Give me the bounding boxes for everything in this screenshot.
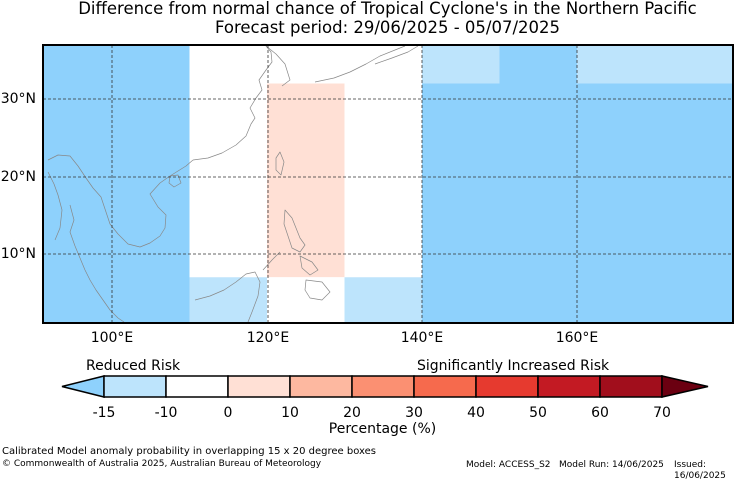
legend-tick-label: 70: [653, 405, 671, 421]
risk-cell-2: [267, 83, 345, 278]
legend-tick-label: 40: [467, 405, 485, 421]
coastlines: [47, 45, 419, 323]
footer-issued: Issued: 16/06/2025: [674, 460, 726, 481]
coastline-korea: [265, 45, 291, 87]
legend-swatch-5: [413, 375, 477, 398]
lat-label-20n: 20°N: [0, 169, 36, 185]
risk-cell-6: [422, 83, 732, 323]
legend-swatch-4: [351, 375, 415, 398]
legend-arrow-low: [61, 375, 105, 398]
risk-cell-8: [499, 45, 577, 84]
coastline-borneo: [194, 271, 261, 323]
coastline-visayas: [299, 255, 319, 276]
coastline-palawan: [262, 251, 281, 271]
risk-cell-7: [422, 45, 500, 84]
coastline-taiwan: [275, 151, 285, 176]
lon-label-100e: 100°E: [90, 330, 134, 346]
legend-swatch-8: [599, 375, 663, 398]
map-frame: [42, 44, 734, 324]
coastline-sumatra: [117, 317, 125, 323]
legend-tick-label: 20: [343, 405, 361, 421]
footer-copyright: © Commonwealth of Australia 2025, Austra…: [2, 459, 322, 469]
legend-reduced-risk-label: Reduced Risk: [86, 358, 181, 374]
coastline-malay: [69, 204, 119, 319]
legend-swatch-2: [227, 375, 291, 398]
lon-label-160e: 160°E: [555, 330, 599, 346]
coastline-hainan: [168, 174, 182, 188]
legend-tick-label: -15: [92, 405, 116, 421]
graticule: [43, 45, 733, 323]
legend-swatch-1: [165, 375, 229, 398]
risk-cells: [43, 45, 732, 323]
coastline-myanmar: [47, 171, 63, 241]
coastline-japan: [314, 45, 406, 83]
footer-model-run: Model Run: 14/06/2025: [559, 460, 664, 470]
legend-axis-label: Percentage (%): [328, 421, 437, 437]
tc-risk-map: [42, 44, 734, 398]
lat-label-10n: 10°N: [0, 246, 36, 262]
lon-label-120e: 120°E: [246, 330, 290, 346]
legend-colorbar: [61, 375, 709, 398]
legend-swatch-0: [103, 375, 167, 398]
coastline-japan-north: [374, 45, 419, 65]
lat-label-30n: 30°N: [0, 91, 36, 107]
footer-note: Calibrated Model anomaly probability in …: [2, 446, 377, 457]
risk-cell-9: [577, 45, 732, 84]
coastline-mindanao: [304, 279, 331, 301]
legend-tick-label: -10: [154, 405, 178, 421]
legend-tick-label: 50: [529, 405, 547, 421]
coastline-luzon: [283, 209, 306, 253]
legend-tick-label: 60: [591, 405, 609, 421]
forecast-period-subtitle: Forecast period: 29/06/2025 - 05/07/2025: [214, 18, 561, 37]
legend-tick-label: 30: [405, 405, 423, 421]
footer-model: Model: ACCESS_S2: [466, 460, 551, 470]
coastline-indochina: [47, 154, 194, 248]
legend-swatch-7: [537, 375, 601, 398]
chart-title: Difference from normal chance of Tropica…: [78, 0, 697, 18]
risk-cell-0: [43, 45, 190, 323]
risk-cell-3: [189, 277, 267, 323]
legend-tick-label: 0: [223, 405, 233, 421]
legend-arrow-high: [661, 375, 709, 398]
legend-tick-label: 10: [281, 405, 299, 421]
legend-swatch-3: [289, 375, 353, 398]
lon-label-140e: 140°E: [400, 330, 444, 346]
risk-cell-5: [344, 277, 422, 323]
legend-increased-risk-label: Significantly Increased Risk: [417, 358, 610, 374]
coastline-asia-mainland: [192, 45, 273, 161]
legend-swatch-6: [475, 375, 539, 398]
